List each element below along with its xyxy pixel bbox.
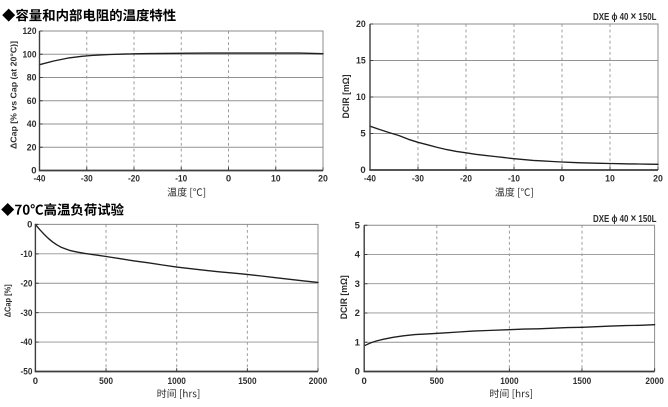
svg-text:-10: -10 <box>508 174 520 185</box>
svg-text:4: 4 <box>355 250 361 261</box>
svg-text:-10: -10 <box>21 249 33 260</box>
svg-text:DCIR [mΩ]: DCIR [mΩ] <box>341 75 351 119</box>
svg-text:ΔCap [% vs Cap (at 20°C)]: ΔCap [% vs Cap (at 20°C)] <box>8 41 18 149</box>
svg-text:500: 500 <box>430 376 444 387</box>
svg-text:0: 0 <box>355 367 360 378</box>
svg-text:-20: -20 <box>21 278 33 289</box>
svg-text:1000: 1000 <box>500 376 518 387</box>
svg-text:-30: -30 <box>412 174 424 185</box>
svg-text:-30: -30 <box>81 174 93 185</box>
svg-text:0: 0 <box>360 165 365 176</box>
svg-text:60: 60 <box>27 96 37 107</box>
svg-text:80: 80 <box>27 73 37 84</box>
svg-text:1500: 1500 <box>238 376 256 387</box>
svg-text:2: 2 <box>355 308 360 319</box>
svg-text:20: 20 <box>356 19 366 30</box>
svg-text:5: 5 <box>355 220 361 231</box>
svg-text:-20: -20 <box>460 174 472 185</box>
svg-text:10: 10 <box>605 174 615 185</box>
svg-text:5: 5 <box>360 129 366 140</box>
svg-text:500: 500 <box>99 376 113 387</box>
svg-text:0: 0 <box>559 174 564 185</box>
svg-text:2000: 2000 <box>645 376 663 387</box>
svg-text:10: 10 <box>356 92 366 103</box>
svg-text:120: 120 <box>23 26 37 37</box>
svg-text:100: 100 <box>23 49 37 60</box>
svg-text:10: 10 <box>271 174 281 185</box>
svg-text:-40: -40 <box>21 337 33 348</box>
svg-text:DXE ϕ 40 × 150L: DXE ϕ 40 × 150L <box>593 211 657 225</box>
svg-text:-40: -40 <box>364 174 376 185</box>
svg-text:-30: -30 <box>21 308 33 319</box>
svg-text:-50: -50 <box>21 367 33 378</box>
svg-text:1000: 1000 <box>168 376 186 387</box>
svg-text:-20: -20 <box>128 174 140 185</box>
svg-text:0: 0 <box>226 174 231 185</box>
svg-text:DXE ϕ 40 × 150L: DXE ϕ 40 × 150L <box>593 9 657 23</box>
svg-text:ΔCap [%]: ΔCap [%] <box>3 284 13 317</box>
svg-text:0: 0 <box>362 376 367 387</box>
svg-text:0: 0 <box>31 166 36 177</box>
svg-text:3: 3 <box>355 279 360 290</box>
svg-text:DCIR [mΩ]: DCIR [mΩ] <box>339 275 349 319</box>
svg-text:40: 40 <box>27 119 37 130</box>
svg-text:-40: -40 <box>34 174 46 185</box>
svg-text:15: 15 <box>356 56 366 67</box>
svg-text:20: 20 <box>653 174 663 185</box>
svg-text:1500: 1500 <box>573 376 591 387</box>
svg-text:20: 20 <box>27 142 37 153</box>
svg-text:-10: -10 <box>175 174 187 185</box>
svg-text:2000: 2000 <box>309 376 327 387</box>
svg-text:20: 20 <box>318 174 328 185</box>
svg-text:0: 0 <box>33 376 38 387</box>
svg-text:0: 0 <box>27 220 32 231</box>
svg-text:1: 1 <box>355 337 361 348</box>
